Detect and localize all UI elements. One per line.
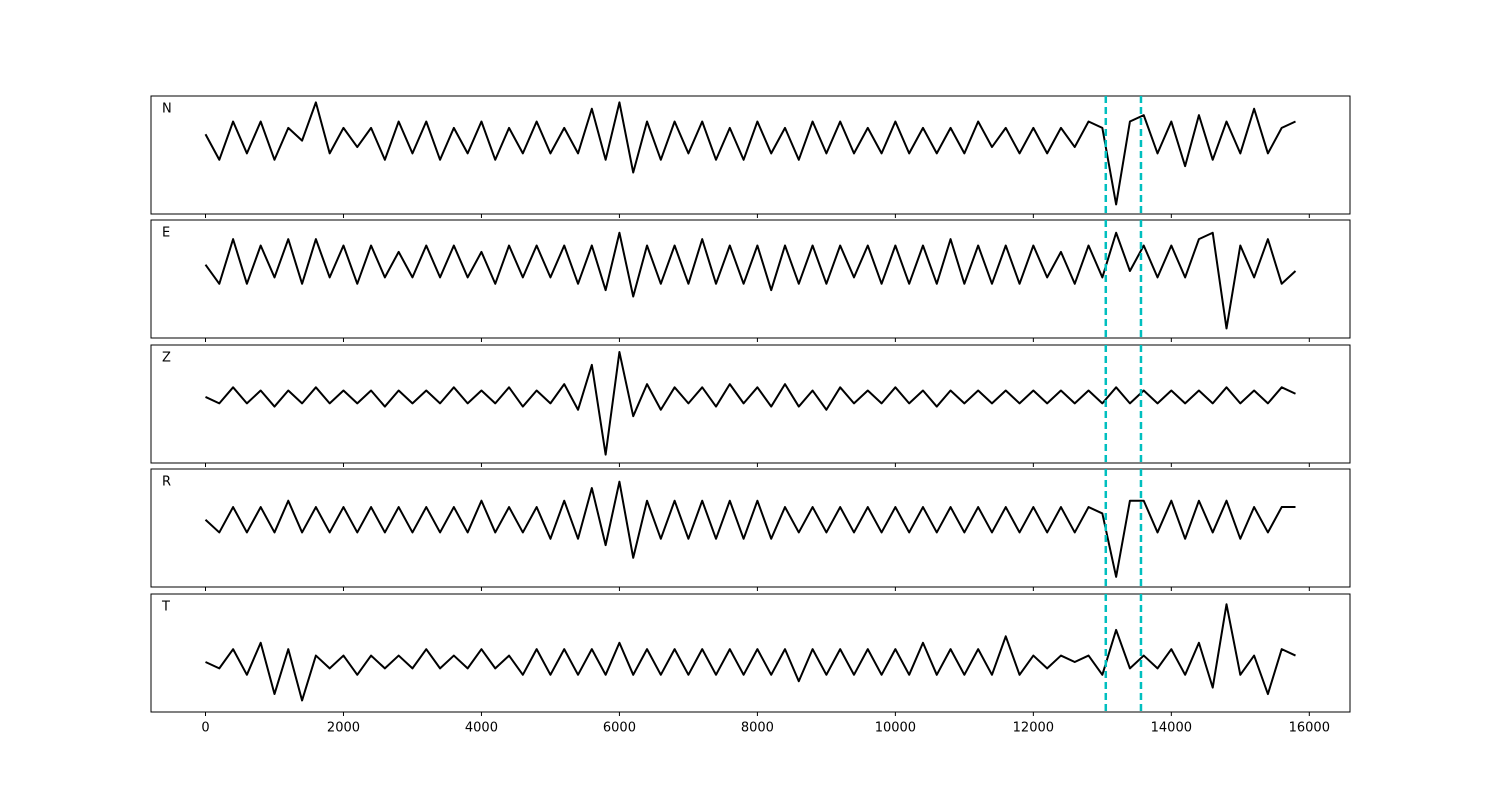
x-tick-label: 16000	[1289, 721, 1330, 736]
x-tick-label: 6000	[603, 721, 636, 736]
axes-frame	[150, 219, 1351, 339]
axes-frame	[150, 344, 1351, 464]
waveform	[204, 101, 1296, 206]
x-tick-label: 4000	[465, 721, 498, 736]
x-tick-label: 14000	[1151, 721, 1192, 736]
waveform	[205, 603, 1296, 702]
waveform	[204, 231, 1297, 330]
x-tick-label: 0	[201, 721, 209, 736]
trace-label: Z	[162, 351, 171, 366]
trace-label: N	[162, 102, 172, 117]
waveform	[205, 351, 1296, 456]
x-tick-label: 8000	[741, 721, 774, 736]
x-tick-label: 10000	[875, 721, 916, 736]
axes-frame	[150, 95, 1351, 215]
trace-label: R	[162, 475, 171, 490]
axes-frame	[150, 593, 1351, 713]
x-tick-label: 12000	[1013, 721, 1054, 736]
axes-frame	[150, 468, 1351, 588]
trace-label: E	[162, 226, 170, 241]
x-tick-label: 2000	[327, 721, 360, 736]
trace-label: T	[161, 600, 170, 615]
waveform	[204, 480, 1296, 578]
